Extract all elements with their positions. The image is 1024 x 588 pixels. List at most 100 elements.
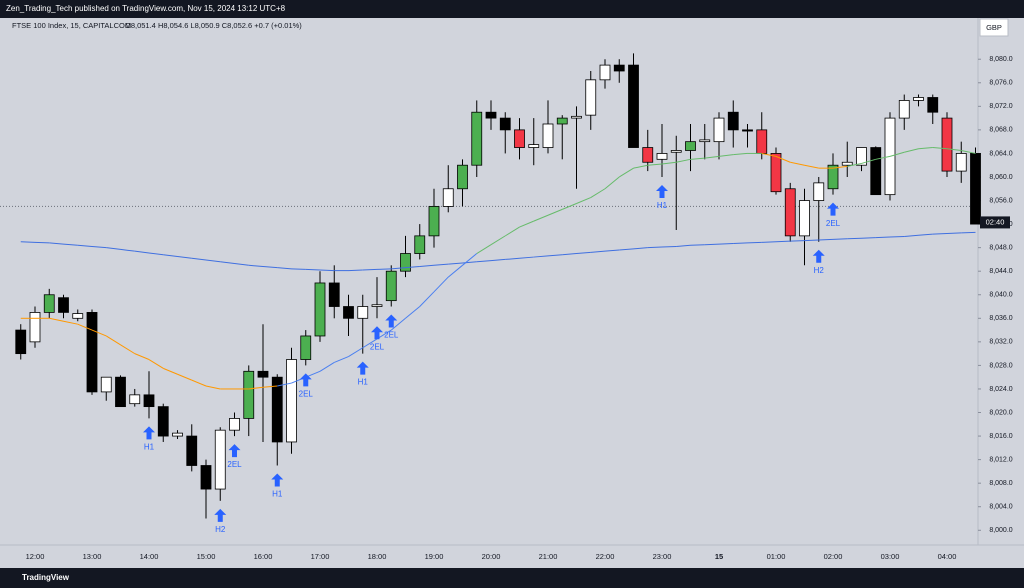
candle-body	[927, 97, 939, 113]
candle-body	[200, 465, 212, 490]
moving-average	[134, 250, 150, 254]
signal-arrow	[228, 444, 241, 458]
candle-body	[143, 394, 155, 408]
candle-body	[442, 188, 454, 207]
moving-average	[277, 382, 292, 387]
moving-average	[661, 245, 677, 248]
moving-average	[419, 291, 435, 307]
y-tick-label: 8,016.0	[989, 433, 1012, 440]
currency[interactable]: GBP	[986, 23, 1002, 32]
signal-arrow	[371, 326, 383, 340]
moving-average	[462, 253, 478, 266]
y-tick-label: 8,008.0	[989, 480, 1012, 487]
moving-average	[405, 265, 420, 269]
moving-average	[604, 249, 620, 252]
moving-average	[604, 176, 620, 190]
moving-average	[690, 157, 705, 160]
moving-average	[390, 317, 406, 331]
moving-average	[875, 155, 891, 160]
moving-average	[476, 244, 492, 254]
candle-body	[770, 153, 782, 193]
candle-body	[72, 313, 84, 319]
signal-label: H1	[144, 443, 155, 452]
moving-average	[775, 240, 791, 243]
signal-arrow	[385, 314, 398, 328]
moving-average	[490, 235, 506, 246]
moving-average	[348, 269, 363, 272]
moving-average	[918, 147, 933, 150]
moving-average	[91, 245, 107, 249]
candle-body	[870, 147, 882, 196]
candle-body	[343, 306, 354, 319]
moving-average	[847, 237, 862, 240]
candle-body	[115, 376, 126, 408]
moving-average	[904, 148, 919, 153]
moving-average	[376, 268, 392, 270]
countdown: 02:40	[986, 217, 1005, 226]
moving-average	[63, 320, 78, 325]
candle-body	[542, 123, 554, 148]
candle-body	[970, 153, 981, 225]
moving-average	[832, 165, 848, 169]
moving-average	[961, 231, 976, 234]
moving-average	[319, 269, 335, 272]
moving-average	[91, 329, 107, 337]
footer-logo: TradingView	[22, 573, 70, 582]
signal-label: 2EL	[826, 219, 841, 228]
candle-body	[172, 432, 183, 437]
moving-average	[433, 263, 449, 266]
candle-body	[613, 64, 625, 72]
y-tick-label: 8,004.0	[989, 504, 1012, 511]
moving-average	[847, 162, 862, 167]
signal-arrow	[656, 184, 668, 198]
x-tick-label: 14:00	[140, 552, 159, 561]
signal-arrow	[812, 249, 825, 263]
y-tick-label: 8,040.0	[989, 292, 1012, 299]
moving-average	[946, 232, 962, 235]
candle-body	[300, 335, 312, 360]
moving-average	[861, 237, 876, 239]
signal-label: H1	[272, 490, 283, 499]
moving-average	[248, 264, 264, 267]
moving-average	[519, 256, 534, 259]
moving-average	[505, 257, 520, 260]
moving-average	[861, 158, 876, 164]
candle-body	[713, 117, 725, 143]
moving-average	[163, 254, 178, 257]
moving-average	[277, 267, 292, 270]
moving-average	[733, 152, 748, 156]
signal-label: H1	[657, 201, 668, 210]
x-tick-label: 16:00	[254, 552, 273, 561]
moving-average	[134, 353, 150, 360]
moving-average	[619, 248, 634, 251]
moving-average	[790, 240, 805, 242]
moving-average	[547, 254, 563, 257]
moving-average	[476, 260, 492, 263]
x-tick-label: 17:00	[311, 552, 330, 561]
currency-button[interactable]	[979, 18, 1009, 37]
y-tick-label: 8,020.0	[989, 409, 1012, 416]
candle-body	[414, 235, 426, 254]
candle-body	[642, 147, 654, 163]
x-tick-label: 03:00	[881, 552, 900, 561]
y-tick-label: 8,044.0	[989, 268, 1012, 275]
moving-average	[562, 253, 577, 256]
y-tick-label: 8,072.0	[989, 103, 1012, 110]
candle-body	[656, 153, 668, 160]
moving-average	[946, 148, 962, 151]
candle-body	[457, 164, 468, 190]
moving-average	[889, 151, 905, 157]
moving-average	[177, 373, 192, 381]
candle-body	[585, 79, 597, 116]
signal-arrow	[271, 473, 284, 487]
moving-average	[718, 243, 734, 245]
moving-average	[576, 197, 591, 204]
moving-average	[690, 244, 705, 246]
moving-average	[348, 347, 364, 358]
moving-average	[718, 154, 734, 157]
moving-average	[319, 362, 335, 372]
candle-body	[157, 406, 169, 437]
signal-arrow	[214, 508, 227, 522]
x-tick-label: 04:00	[938, 552, 957, 561]
moving-average	[961, 149, 976, 154]
